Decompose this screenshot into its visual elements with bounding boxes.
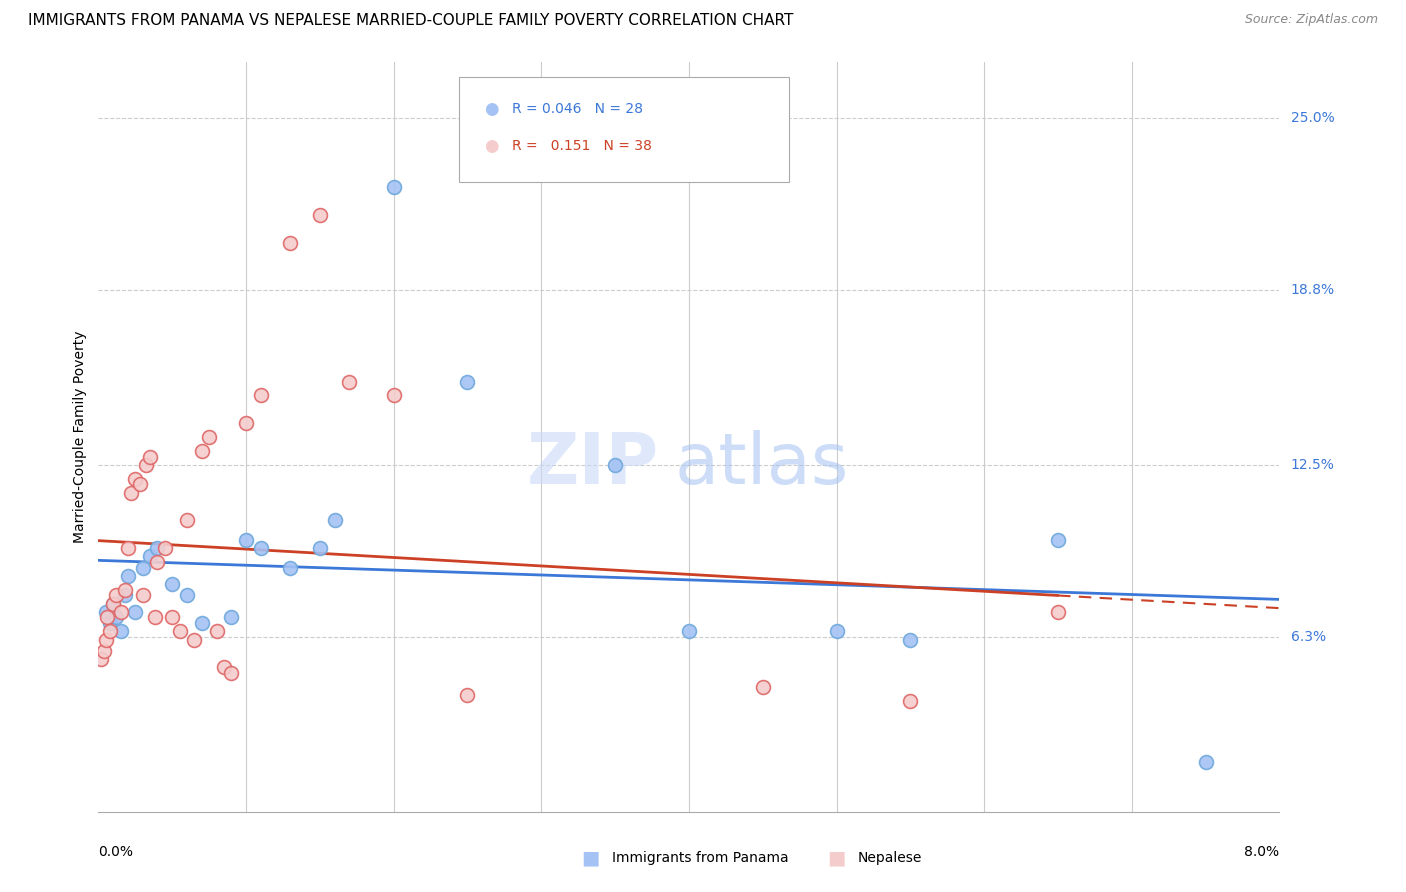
Point — [132, 560, 155, 574]
Text: R = 0.046   N = 28: R = 0.046 N = 28 — [512, 102, 643, 116]
Point — [250, 541, 273, 555]
Point — [309, 208, 332, 222]
Point — [117, 569, 139, 583]
Point — [135, 458, 157, 472]
Point — [198, 430, 221, 444]
Text: 25.0%: 25.0% — [1291, 111, 1334, 125]
Point — [825, 624, 848, 639]
Point — [678, 624, 700, 639]
Point — [176, 513, 198, 527]
Point — [280, 560, 302, 574]
Point — [153, 541, 176, 555]
Point — [139, 450, 162, 464]
Point — [96, 610, 118, 624]
Text: 8.0%: 8.0% — [1244, 845, 1279, 859]
Point — [93, 644, 115, 658]
Point — [280, 235, 302, 250]
Point — [94, 605, 117, 619]
Point — [205, 624, 228, 639]
Y-axis label: Married-Couple Family Poverty: Married-Couple Family Poverty — [73, 331, 87, 543]
Point — [114, 582, 136, 597]
Text: Immigrants from Panama: Immigrants from Panama — [612, 851, 789, 865]
Text: 6.3%: 6.3% — [1291, 630, 1326, 644]
Point — [1046, 605, 1070, 619]
Text: 0.0%: 0.0% — [98, 845, 134, 859]
Point — [382, 388, 405, 402]
Text: Nepalese: Nepalese — [858, 851, 922, 865]
Text: atlas: atlas — [675, 430, 849, 500]
Point — [221, 610, 243, 624]
Text: R =   0.151   N = 38: R = 0.151 N = 38 — [512, 139, 651, 153]
Point — [162, 577, 183, 591]
Point — [139, 549, 162, 564]
Point — [114, 588, 136, 602]
Point — [250, 388, 273, 402]
Point — [90, 652, 112, 666]
Point — [323, 513, 346, 527]
Text: ●: ● — [485, 100, 499, 118]
Text: 12.5%: 12.5% — [1291, 458, 1334, 472]
Point — [105, 588, 128, 602]
Point — [221, 665, 243, 680]
Point — [169, 624, 191, 639]
Point — [183, 632, 205, 647]
Point — [212, 660, 235, 674]
Point — [162, 610, 183, 624]
Point — [339, 375, 361, 389]
Point — [457, 375, 479, 389]
Point — [132, 588, 155, 602]
FancyBboxPatch shape — [458, 78, 789, 182]
Text: ■: ■ — [581, 848, 600, 868]
Point — [128, 477, 150, 491]
Point — [900, 694, 922, 708]
Point — [235, 416, 257, 430]
Point — [117, 541, 139, 555]
Text: ●: ● — [485, 137, 499, 155]
Point — [146, 541, 169, 555]
Point — [94, 632, 117, 647]
Point — [124, 472, 146, 486]
Point — [235, 533, 257, 547]
Point — [110, 605, 132, 619]
Point — [110, 624, 132, 639]
Text: 18.8%: 18.8% — [1291, 283, 1334, 297]
Point — [98, 624, 121, 639]
Point — [1046, 533, 1070, 547]
Point — [124, 605, 146, 619]
Point — [98, 615, 121, 630]
Point — [143, 610, 166, 624]
Point — [191, 615, 214, 630]
Point — [176, 588, 198, 602]
Point — [103, 597, 125, 611]
Point — [752, 680, 775, 694]
Point — [103, 597, 125, 611]
Point — [105, 610, 128, 624]
Point — [1195, 755, 1218, 769]
Text: IMMIGRANTS FROM PANAMA VS NEPALESE MARRIED-COUPLE FAMILY POVERTY CORRELATION CHA: IMMIGRANTS FROM PANAMA VS NEPALESE MARRI… — [28, 13, 793, 29]
Text: ZIP: ZIP — [527, 430, 659, 500]
Point — [457, 688, 479, 702]
Point — [605, 458, 627, 472]
Point — [120, 485, 142, 500]
Text: Source: ZipAtlas.com: Source: ZipAtlas.com — [1244, 13, 1378, 27]
Point — [382, 180, 405, 194]
Point — [900, 632, 922, 647]
Point — [146, 555, 169, 569]
Text: ■: ■ — [827, 848, 846, 868]
Point — [309, 541, 332, 555]
Point — [191, 444, 214, 458]
